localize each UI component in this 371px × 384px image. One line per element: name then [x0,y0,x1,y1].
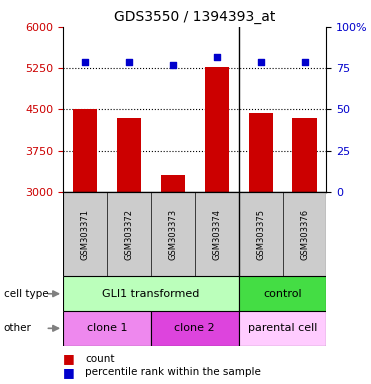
Text: GSM303372: GSM303372 [124,209,134,260]
Text: GSM303371: GSM303371 [81,209,89,260]
Point [170,62,176,68]
Text: cell type: cell type [4,289,48,299]
Text: GSM303374: GSM303374 [212,209,221,260]
Bar [63,276,239,311]
Text: ■: ■ [63,353,75,366]
Bar [239,311,326,346]
Bar [205,66,229,192]
Point [82,58,88,65]
Text: other: other [4,323,32,333]
Bar [73,109,97,192]
Text: clone 1: clone 1 [87,323,127,333]
Point [258,58,264,65]
Text: percentile rank within the sample: percentile rank within the sample [85,367,261,377]
Point [126,58,132,65]
Text: count: count [85,354,115,364]
Point [214,53,220,60]
Bar [63,311,151,346]
Text: GSM303375: GSM303375 [256,209,265,260]
Text: parental cell: parental cell [248,323,317,333]
Text: GLI1 transformed: GLI1 transformed [102,289,200,299]
Point [302,58,308,65]
Bar [151,311,239,346]
Text: clone 2: clone 2 [174,323,215,333]
Text: ■: ■ [63,366,75,379]
Bar [249,113,273,192]
Bar [239,276,326,311]
Bar [117,118,141,192]
Title: GDS3550 / 1394393_at: GDS3550 / 1394393_at [114,10,275,25]
Text: GSM303373: GSM303373 [168,209,177,260]
Bar [161,175,185,192]
Text: GSM303376: GSM303376 [300,209,309,260]
Text: control: control [263,289,302,299]
Bar [292,118,316,192]
